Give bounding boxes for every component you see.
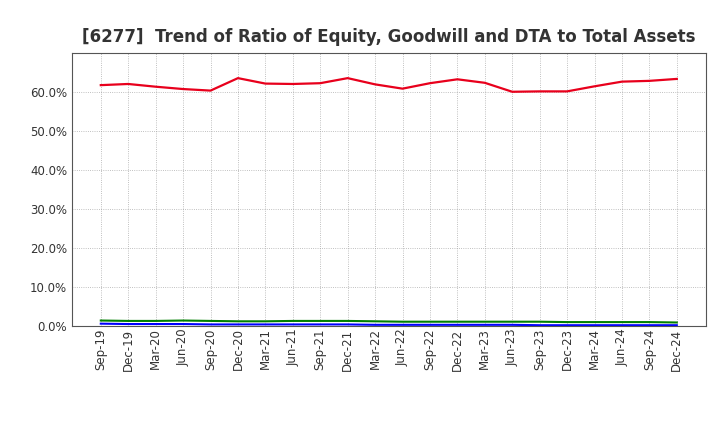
Deferred Tax Assets: [179, 318, 187, 323]
Equity: [151, 84, 160, 89]
Equity: [645, 78, 654, 84]
Deferred Tax Assets: [645, 319, 654, 325]
Equity: [563, 89, 572, 94]
Deferred Tax Assets: [124, 318, 132, 323]
Equity: [206, 88, 215, 93]
Goodwill: [590, 323, 599, 328]
Deferred Tax Assets: [96, 318, 105, 323]
Deferred Tax Assets: [316, 318, 325, 323]
Line: Equity: Equity: [101, 78, 677, 92]
Deferred Tax Assets: [563, 319, 572, 325]
Goodwill: [289, 322, 297, 327]
Goodwill: [316, 322, 325, 327]
Goodwill: [343, 322, 352, 327]
Goodwill: [233, 322, 242, 327]
Deferred Tax Assets: [672, 320, 681, 325]
Goodwill: [398, 322, 407, 327]
Deferred Tax Assets: [536, 319, 544, 324]
Equity: [480, 80, 489, 85]
Equity: [261, 81, 270, 86]
Equity: [453, 77, 462, 82]
Equity: [124, 81, 132, 87]
Deferred Tax Assets: [398, 319, 407, 324]
Goodwill: [179, 321, 187, 326]
Goodwill: [453, 322, 462, 327]
Equity: [179, 86, 187, 92]
Deferred Tax Assets: [590, 319, 599, 325]
Equity: [289, 81, 297, 87]
Goodwill: [96, 321, 105, 326]
Deferred Tax Assets: [480, 319, 489, 324]
Goodwill: [672, 323, 681, 328]
Goodwill: [480, 322, 489, 327]
Equity: [508, 89, 516, 95]
Goodwill: [618, 323, 626, 328]
Equity: [398, 86, 407, 91]
Equity: [233, 76, 242, 81]
Line: Deferred Tax Assets: Deferred Tax Assets: [101, 320, 677, 323]
Deferred Tax Assets: [426, 319, 434, 324]
Goodwill: [426, 322, 434, 327]
Deferred Tax Assets: [618, 319, 626, 325]
Goodwill: [124, 321, 132, 326]
Line: Goodwill: Goodwill: [101, 324, 677, 325]
Equity: [371, 82, 379, 87]
Deferred Tax Assets: [371, 319, 379, 324]
Deferred Tax Assets: [206, 318, 215, 323]
Deferred Tax Assets: [453, 319, 462, 324]
Deferred Tax Assets: [343, 318, 352, 323]
Equity: [618, 79, 626, 84]
Goodwill: [261, 322, 270, 327]
Deferred Tax Assets: [261, 319, 270, 324]
Equity: [590, 84, 599, 89]
Deferred Tax Assets: [233, 319, 242, 324]
Equity: [536, 89, 544, 94]
Goodwill: [151, 321, 160, 326]
Deferred Tax Assets: [289, 318, 297, 323]
Goodwill: [508, 322, 516, 327]
Goodwill: [645, 323, 654, 328]
Goodwill: [371, 322, 379, 327]
Goodwill: [563, 323, 572, 328]
Equity: [316, 81, 325, 86]
Goodwill: [206, 322, 215, 327]
Deferred Tax Assets: [508, 319, 516, 324]
Equity: [343, 76, 352, 81]
Goodwill: [536, 323, 544, 328]
Deferred Tax Assets: [151, 318, 160, 323]
Title: [6277]  Trend of Ratio of Equity, Goodwill and DTA to Total Assets: [6277] Trend of Ratio of Equity, Goodwil…: [82, 28, 696, 46]
Equity: [426, 81, 434, 86]
Equity: [96, 83, 105, 88]
Equity: [672, 76, 681, 81]
